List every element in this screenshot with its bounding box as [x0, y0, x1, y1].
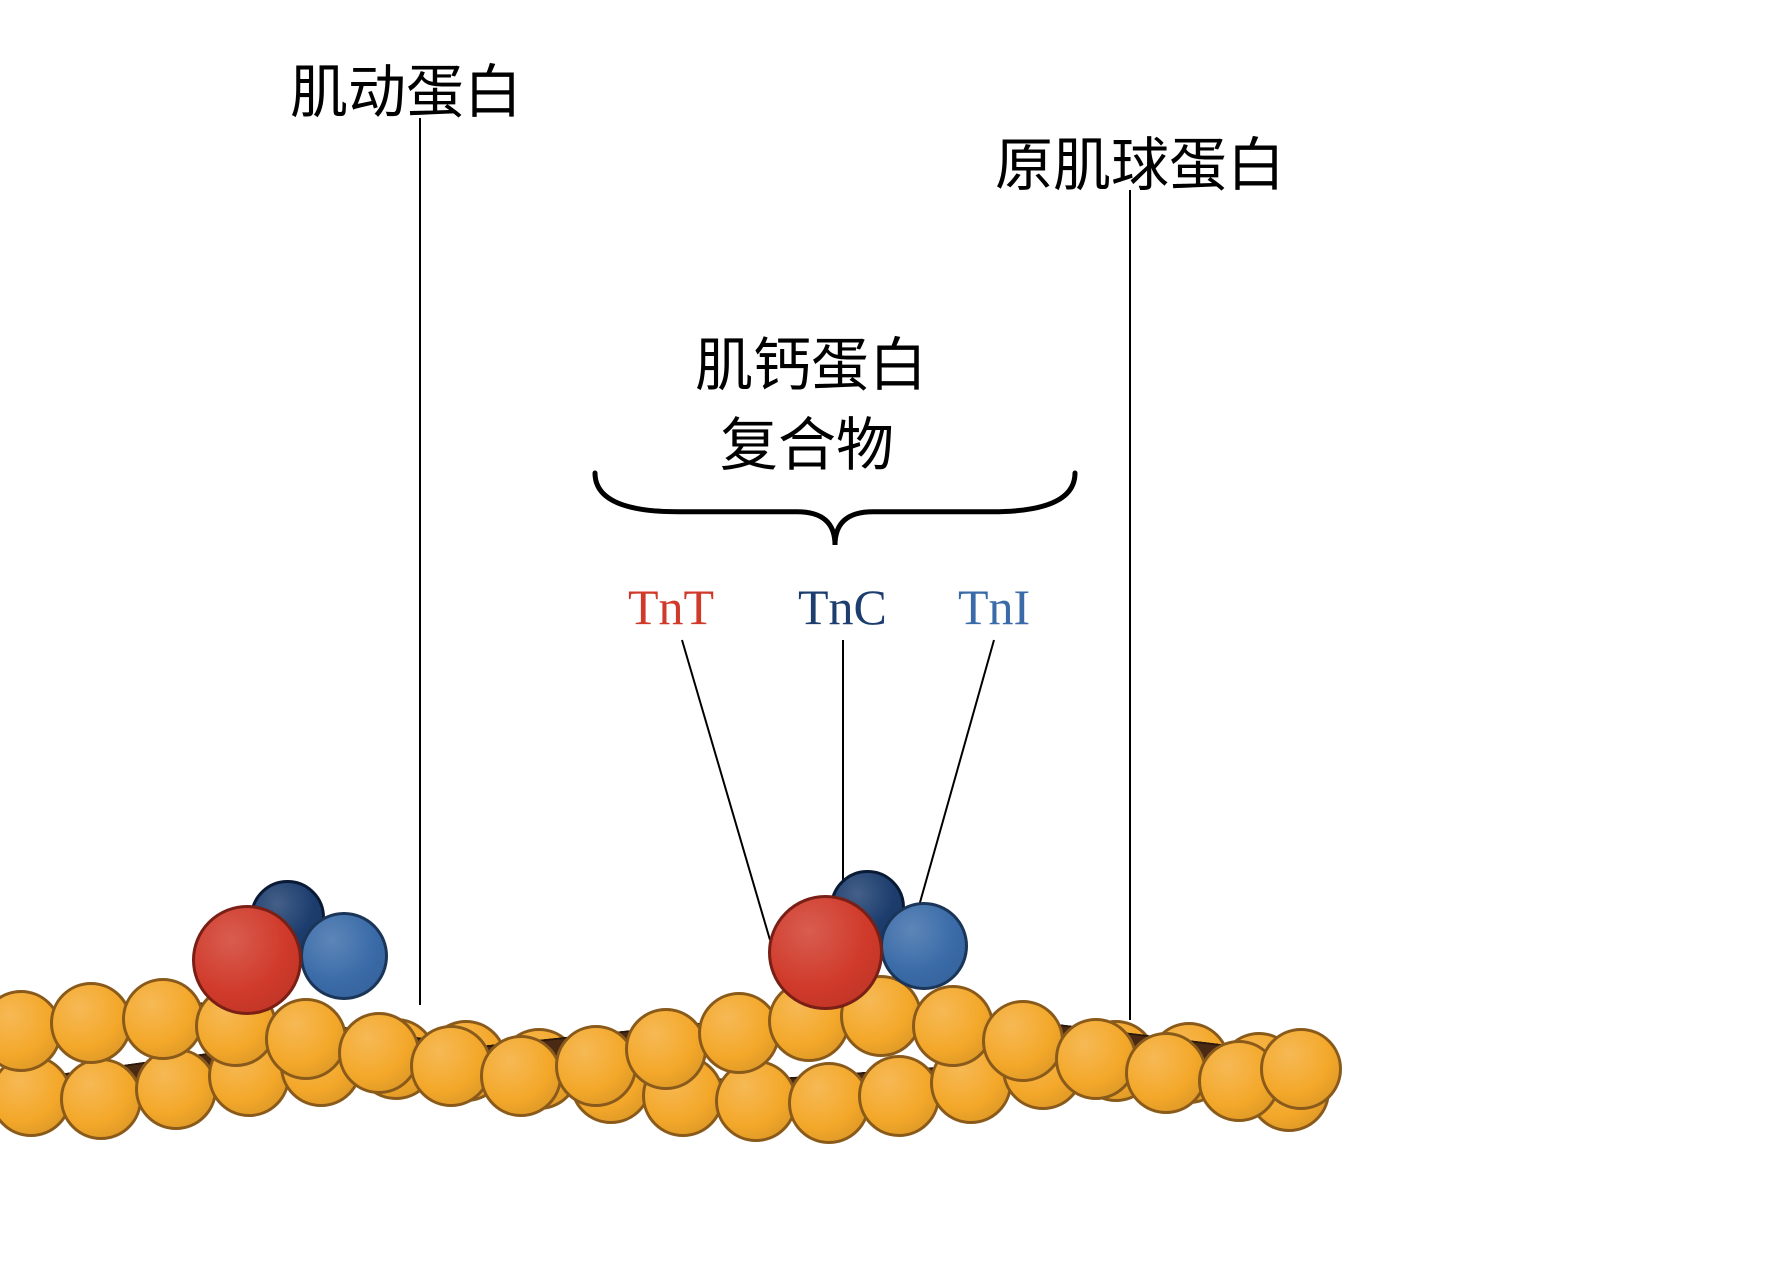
- actin-monomer: [1055, 1018, 1137, 1100]
- troponin-tni: [300, 912, 388, 1000]
- actin-monomer: [858, 1055, 940, 1137]
- actin-monomer: [1125, 1032, 1207, 1114]
- actin-monomer: [122, 978, 204, 1060]
- troponin-tnt: [768, 895, 883, 1010]
- actin-monomer: [1260, 1028, 1342, 1110]
- actin-monomer: [410, 1025, 492, 1107]
- actin-monomer: [265, 998, 347, 1080]
- actin-monomer: [912, 985, 994, 1067]
- actin-monomer: [135, 1048, 217, 1130]
- actin-monomer: [338, 1012, 420, 1094]
- actin-monomer: [555, 1025, 637, 1107]
- actin-monomer: [50, 982, 132, 1064]
- troponin-tnt: [192, 905, 302, 1015]
- thin-filament-diagram: [0, 0, 1773, 1280]
- troponin-tni: [880, 902, 968, 990]
- actin-monomer: [982, 1000, 1064, 1082]
- actin-monomer: [698, 992, 780, 1074]
- actin-monomer: [480, 1035, 562, 1117]
- actin-monomer: [60, 1058, 142, 1140]
- actin-monomer: [625, 1008, 707, 1090]
